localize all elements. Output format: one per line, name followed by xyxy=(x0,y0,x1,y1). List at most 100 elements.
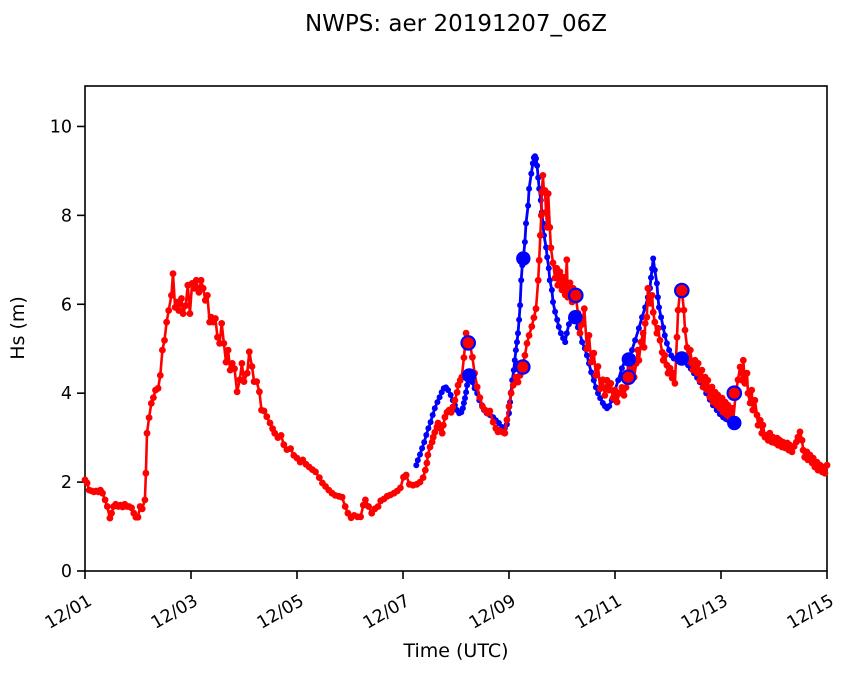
data-point xyxy=(214,333,221,341)
obs-daily-circles-point xyxy=(460,335,476,351)
data-point xyxy=(594,363,602,370)
data-point xyxy=(566,279,574,287)
data-point xyxy=(555,323,562,330)
data-point xyxy=(648,274,654,281)
data-point xyxy=(222,358,230,366)
data-point xyxy=(233,388,241,396)
data-point xyxy=(653,280,660,287)
data-point xyxy=(263,413,271,421)
data-point xyxy=(534,276,542,284)
data-point xyxy=(486,407,494,415)
data-point xyxy=(238,360,246,367)
data-point xyxy=(648,292,656,299)
data-point xyxy=(622,384,630,391)
data-point xyxy=(195,288,203,296)
data-point xyxy=(580,305,588,313)
data-point xyxy=(186,310,194,317)
data-point xyxy=(693,369,701,377)
data-point xyxy=(204,292,211,299)
y-tick-label: 0 xyxy=(61,562,72,582)
data-point xyxy=(615,377,622,384)
data-point xyxy=(413,462,420,469)
model-daily-dots-point xyxy=(462,368,477,383)
data-point xyxy=(169,270,177,277)
data-point xyxy=(182,302,190,309)
data-point xyxy=(357,513,364,521)
data-point xyxy=(414,457,421,464)
data-point xyxy=(576,329,584,337)
data-point xyxy=(419,445,426,452)
data-point xyxy=(436,394,443,401)
data-point xyxy=(224,346,232,354)
data-point xyxy=(248,363,256,370)
data-point xyxy=(138,505,146,513)
data-point xyxy=(563,330,570,337)
data-point xyxy=(635,356,643,364)
data-point xyxy=(578,320,586,328)
data-point xyxy=(256,388,263,396)
obs-daily-circles-point xyxy=(567,287,584,304)
data-point xyxy=(253,378,261,385)
data-point xyxy=(639,314,645,321)
model-daily-dots-point xyxy=(727,415,742,431)
data-point xyxy=(587,358,595,366)
data-point xyxy=(514,378,522,386)
data-point xyxy=(759,421,767,429)
data-point xyxy=(525,332,533,339)
data-point xyxy=(548,287,555,293)
data-point xyxy=(592,372,600,379)
model-daily-dots-point xyxy=(568,310,583,325)
data-point xyxy=(534,162,541,169)
data-point xyxy=(161,336,168,344)
data-point xyxy=(365,503,372,510)
data-point xyxy=(606,403,613,410)
data-point xyxy=(656,336,664,344)
data-point xyxy=(669,369,677,377)
data-point xyxy=(671,380,679,387)
data-point xyxy=(637,338,645,346)
data-point xyxy=(218,320,226,327)
data-point xyxy=(554,281,562,289)
data-point xyxy=(518,277,525,284)
data-point xyxy=(618,365,625,372)
data-point xyxy=(528,323,536,330)
data-point xyxy=(680,306,688,314)
data-point xyxy=(751,396,759,404)
data-point xyxy=(605,386,613,394)
data-point xyxy=(514,339,520,346)
data-point xyxy=(590,349,598,357)
data-point xyxy=(463,389,470,396)
data-point xyxy=(708,383,716,391)
data-point xyxy=(462,395,468,402)
data-point xyxy=(686,346,694,354)
data-point xyxy=(661,332,668,339)
data-point xyxy=(431,428,439,436)
data-point xyxy=(663,340,670,347)
data-point xyxy=(532,305,540,313)
data-point xyxy=(666,347,673,354)
data-point xyxy=(739,356,747,364)
data-point xyxy=(473,383,481,391)
data-point xyxy=(165,307,173,314)
data-point xyxy=(696,376,704,384)
data-point xyxy=(423,432,430,438)
data-point xyxy=(525,202,532,209)
data-point xyxy=(528,170,535,177)
data-point xyxy=(190,284,198,292)
data-point xyxy=(362,496,369,504)
data-point xyxy=(545,265,552,272)
data-point xyxy=(312,468,319,476)
data-point xyxy=(736,363,744,371)
data-point xyxy=(656,304,662,311)
y-tick-label: 8 xyxy=(61,206,72,226)
data-point xyxy=(240,378,248,385)
data-point xyxy=(658,314,665,321)
data-point xyxy=(533,155,539,162)
data-point xyxy=(460,400,467,406)
data-point xyxy=(245,348,253,356)
data-point xyxy=(243,369,251,377)
data-point xyxy=(517,302,524,309)
data-point xyxy=(741,380,749,387)
data-point xyxy=(503,416,511,424)
